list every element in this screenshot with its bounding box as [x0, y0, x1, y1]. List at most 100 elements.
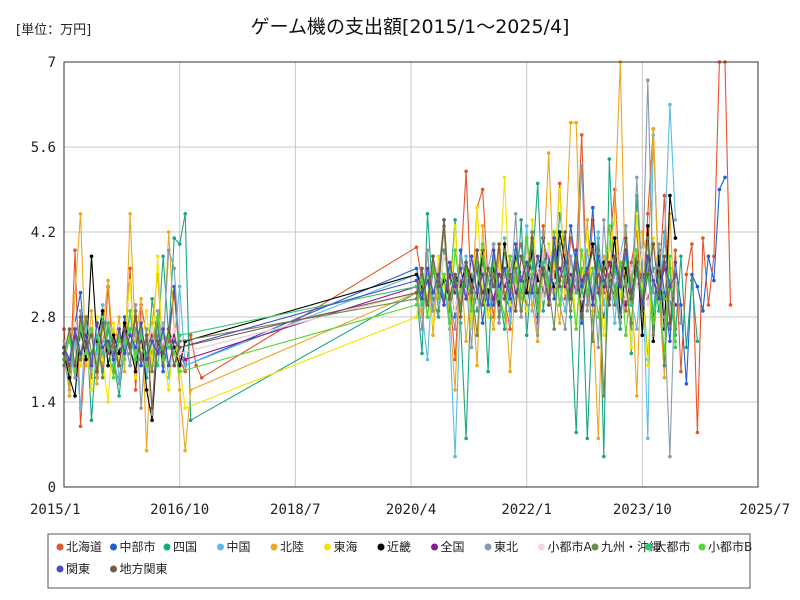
- data-point: [568, 254, 573, 259]
- legend-item: 東北: [484, 540, 518, 554]
- data-point: [602, 254, 606, 259]
- data-point: [420, 351, 424, 356]
- data-point: [491, 284, 496, 289]
- data-point: [624, 224, 628, 228]
- data-point: [502, 242, 507, 246]
- data-point: [563, 278, 567, 283]
- data-point: [668, 339, 672, 344]
- y-tick-label: 5.6: [31, 140, 56, 156]
- data-point: [679, 321, 683, 325]
- data-point: [89, 418, 94, 423]
- legend-label: 大都市: [655, 539, 691, 554]
- data-point: [508, 297, 512, 301]
- data-point: [535, 309, 540, 313]
- data-point: [524, 290, 529, 295]
- data-point: [557, 230, 562, 234]
- data-point: [624, 236, 628, 240]
- data-point: [89, 333, 94, 338]
- data-point: [150, 406, 154, 410]
- data-point: [618, 260, 623, 265]
- data-point: [67, 369, 72, 374]
- data-point: [618, 321, 623, 325]
- data-point: [607, 224, 612, 228]
- data-point: [78, 309, 83, 313]
- data-point: [557, 187, 562, 192]
- data-point: [563, 290, 567, 295]
- data-point: [579, 290, 584, 295]
- data-point: [508, 272, 512, 277]
- data-point: [568, 297, 573, 301]
- data-point: [651, 290, 656, 295]
- data-point: [436, 303, 441, 307]
- data-point: [657, 242, 661, 246]
- data-point: [651, 321, 656, 325]
- data-point: [128, 212, 132, 216]
- data-point: [712, 278, 716, 283]
- data-point: [78, 351, 83, 356]
- data-point: [89, 363, 94, 368]
- data-point: [646, 236, 650, 240]
- data-point: [579, 248, 584, 252]
- data-point: [651, 242, 656, 246]
- data-point: [574, 120, 578, 125]
- data-point: [442, 272, 446, 277]
- data-point: [78, 357, 83, 362]
- data-point: [602, 218, 606, 222]
- x-tick-label: 2016/10: [150, 502, 209, 518]
- data-point: [84, 363, 88, 368]
- data-point: [475, 309, 479, 313]
- legend-item: 大都市: [645, 539, 691, 554]
- data-point: [513, 266, 518, 271]
- data-point: [117, 394, 121, 398]
- data-point: [624, 297, 628, 301]
- data-point: [144, 309, 149, 313]
- data-point: [172, 266, 176, 271]
- x-tick-label: 2020/4: [386, 502, 437, 518]
- data-point: [596, 254, 601, 259]
- data-point: [447, 297, 452, 301]
- data-point: [602, 266, 606, 271]
- legend-label: 北陸: [280, 540, 304, 554]
- legend-item: 全国: [431, 539, 465, 554]
- data-point: [166, 230, 171, 234]
- legend-marker: [324, 543, 331, 551]
- data-point: [458, 315, 463, 319]
- data-point: [629, 297, 634, 301]
- data-point: [73, 248, 77, 252]
- data-point: [155, 315, 160, 319]
- data-point: [629, 351, 634, 356]
- data-point: [629, 266, 634, 271]
- data-point: [475, 303, 479, 307]
- data-point: [651, 127, 656, 131]
- data-point: [188, 418, 193, 423]
- data-point: [117, 382, 121, 386]
- data-point: [133, 315, 138, 319]
- legend-marker: [217, 543, 224, 551]
- data-point: [155, 254, 160, 259]
- data-point: [161, 369, 165, 374]
- data-point: [139, 363, 143, 368]
- data-point: [464, 297, 468, 301]
- data-point: [585, 290, 590, 295]
- data-point: [436, 297, 441, 301]
- legend-marker: [645, 543, 652, 551]
- data-point: [662, 193, 667, 198]
- data-point: [673, 218, 678, 222]
- legend-marker: [270, 543, 278, 551]
- legend-label: 全国: [441, 539, 465, 554]
- data-point: [133, 351, 138, 356]
- data-point: [128, 266, 132, 271]
- data-point: [535, 254, 540, 259]
- data-point: [607, 157, 612, 161]
- data-point: [128, 278, 132, 283]
- data-point: [172, 363, 176, 368]
- data-point: [602, 333, 606, 338]
- legend-marker: [56, 565, 64, 573]
- data-point: [420, 327, 424, 331]
- legend-marker: [110, 543, 117, 551]
- data-point: [602, 454, 606, 459]
- data-point: [684, 382, 689, 386]
- data-point: [684, 272, 689, 277]
- data-point: [414, 303, 419, 307]
- data-point: [100, 303, 105, 307]
